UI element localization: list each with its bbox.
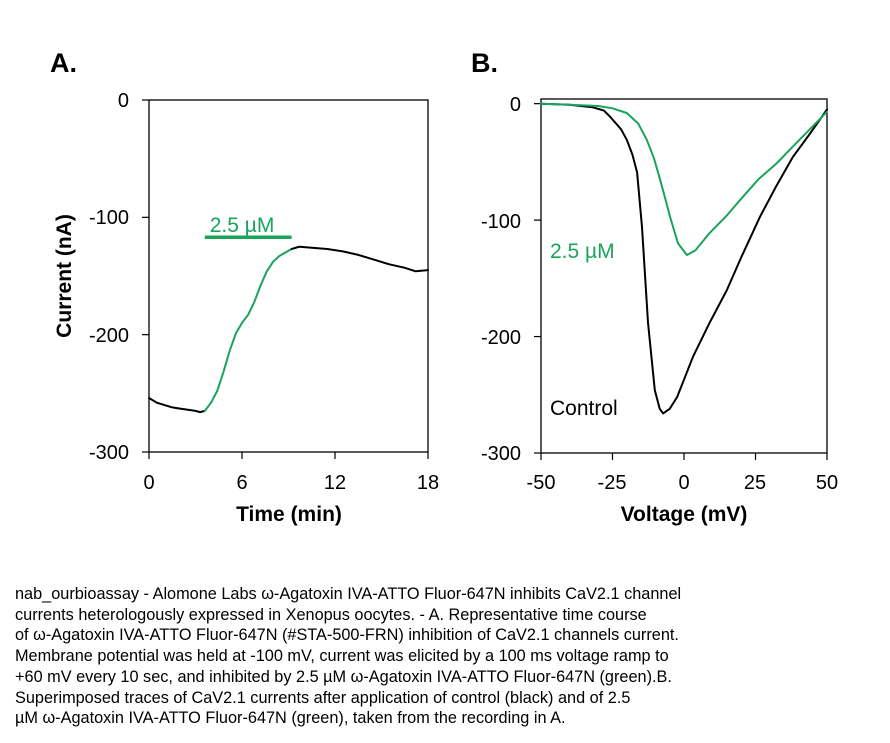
caption-line: currents heterologously expressed in Xen… bbox=[15, 605, 647, 624]
panel-a-y-ticks bbox=[142, 99, 149, 453]
panel-a-x-axis-title: Time (min) bbox=[236, 503, 342, 526]
panel-a-ytick-label: -300 bbox=[89, 442, 129, 464]
panel-b-x-ticks bbox=[540, 453, 828, 460]
caption-line: of ω-Agatoxin IVA-ATTO Fluor-647N (#STA-… bbox=[15, 626, 679, 645]
panel-b-control-label: Control bbox=[550, 397, 618, 420]
panel-b-ytick-label: -100 bbox=[481, 211, 521, 233]
panel-a-y-axis-title: Current (nA) bbox=[53, 214, 76, 338]
figure: A. 0 -100 -200 -300 0 6 12 18 Time (min)… bbox=[50, 48, 838, 526]
panel-a-series bbox=[148, 245, 429, 414]
caption-line: nab_ourbioassay - Alomone Labs ω-Agatoxi… bbox=[15, 585, 682, 603]
panel-b-toxin-label: 2.5 µM bbox=[550, 240, 615, 263]
caption-line: Membrane potential was held at -100 mV, … bbox=[15, 647, 669, 666]
panel-b-xtick-label: 25 bbox=[744, 472, 766, 494]
panel-a-xtick-label: 6 bbox=[236, 472, 247, 494]
caption-line: +60 mV every 10 sec, and inhibited by 2.… bbox=[15, 667, 672, 686]
series-line-washout bbox=[290, 245, 429, 273]
panel-b-xtick-label: 50 bbox=[816, 472, 838, 494]
panel-a-ytick-label: 0 bbox=[118, 90, 129, 112]
panel-b-x-axis-title: Voltage (mV) bbox=[621, 503, 748, 526]
panel-a-xtick-label: 12 bbox=[324, 472, 346, 494]
panel-b-ytick-label: 0 bbox=[510, 94, 521, 116]
panel-a: A. 0 -100 -200 -300 0 6 12 18 Time (min)… bbox=[50, 48, 439, 526]
panel-a-plot-frame bbox=[148, 99, 429, 453]
panel-a-label: A. bbox=[50, 48, 77, 78]
panel-b-xtick-label: -25 bbox=[598, 472, 627, 494]
series-line-control bbox=[540, 102, 828, 415]
caption-line: µM ω-Agatoxin IVA-ATTO Fluor-647N (green… bbox=[15, 709, 566, 728]
figure-caption: nab_ourbioassay - Alomone Labs ω-Agatoxi… bbox=[15, 584, 885, 729]
series-line-2-5-m bbox=[203, 248, 293, 412]
panel-b: B. 0 -100 -200 -300 -50 -25 0 25 50 Volt… bbox=[471, 48, 838, 526]
series-line-control-pre bbox=[148, 397, 206, 414]
panel-b-y-ticks bbox=[534, 103, 541, 454]
panel-b-ytick-label: -200 bbox=[481, 327, 521, 349]
panel-b-ytick-label: -300 bbox=[481, 443, 521, 465]
panel-b-xtick-label: 0 bbox=[678, 472, 689, 494]
panel-a-ytick-label: -200 bbox=[89, 325, 129, 347]
panel-b-series bbox=[540, 102, 828, 415]
panel-a-xtick-label: 18 bbox=[417, 472, 439, 494]
series-line-2-5-m bbox=[540, 102, 828, 256]
panel-b-label: B. bbox=[471, 48, 498, 78]
panel-b-xtick-label: -50 bbox=[527, 472, 556, 494]
caption-line: Superimposed traces of CaV2.1 currents a… bbox=[15, 688, 631, 707]
panel-a-ytick-label: -100 bbox=[89, 207, 129, 229]
panel-a-x-ticks bbox=[148, 452, 429, 459]
panel-a-concentration-label: 2.5 µM bbox=[210, 214, 275, 237]
panel-a-xtick-label: 0 bbox=[143, 472, 154, 494]
